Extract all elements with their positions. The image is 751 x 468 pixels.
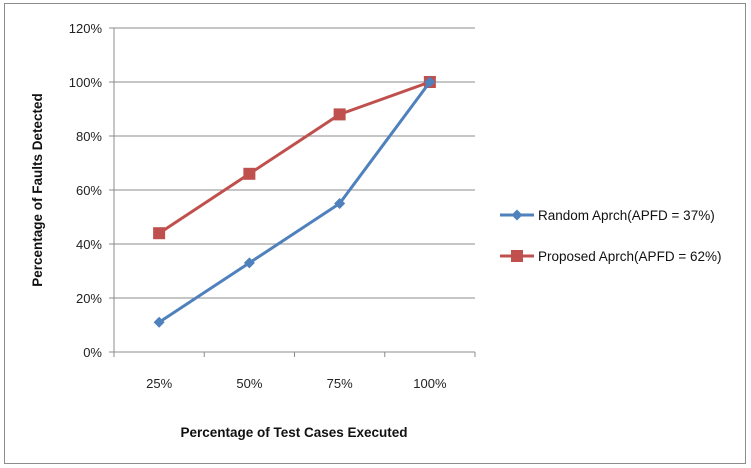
data-point	[333, 108, 346, 121]
series-proposed	[153, 76, 436, 240]
data-point	[243, 167, 256, 180]
y-tick-label: 100%	[69, 75, 103, 90]
series-group	[153, 76, 436, 328]
series-random	[153, 76, 436, 328]
data-point	[153, 316, 165, 328]
x-tick-label: 50%	[236, 376, 262, 391]
legend-label: Proposed Aprch(APFD = 62%)	[538, 249, 721, 264]
legend-item: Proposed Aprch(APFD = 62%)	[500, 249, 721, 264]
y-tick-label: 80%	[76, 129, 102, 144]
y-axis-title: Percentage of Faults Detected	[30, 93, 45, 287]
gridlines	[109, 27, 476, 357]
axes	[113, 28, 475, 353]
legend-item: Random Aprch(APFD = 37%)	[500, 208, 715, 223]
data-point	[243, 257, 255, 269]
legend: Random Aprch(APFD = 37%) Proposed Aprch(A…	[500, 208, 721, 264]
y-tick-label: 120%	[69, 21, 103, 36]
y-tick-label: 40%	[76, 237, 102, 252]
y-tick-label: 60%	[76, 183, 102, 198]
x-axis-title: Percentage of Test Cases Executed	[180, 425, 407, 440]
x-tick-label: 25%	[146, 376, 172, 391]
legend-label: Random Aprch(APFD = 37%)	[538, 208, 715, 223]
x-tick-labels: 25% 50% 75% 100%	[146, 376, 447, 391]
series-line	[158, 80, 431, 235]
x-tick-label: 75%	[327, 376, 353, 391]
x-tick-label: 100%	[413, 376, 447, 391]
legend-marker	[511, 209, 523, 221]
data-point	[334, 198, 346, 209]
data-point	[424, 76, 436, 88]
legend-marker	[511, 250, 523, 262]
y-tick-label: 20%	[76, 291, 102, 306]
chart-frame	[4, 3, 746, 464]
y-tick-label: 0%	[83, 345, 102, 360]
data-point	[153, 227, 166, 240]
y-tick-labels: 0% 20% 40% 60% 80% 100% 120%	[69, 21, 103, 360]
series-line	[158, 81, 432, 324]
